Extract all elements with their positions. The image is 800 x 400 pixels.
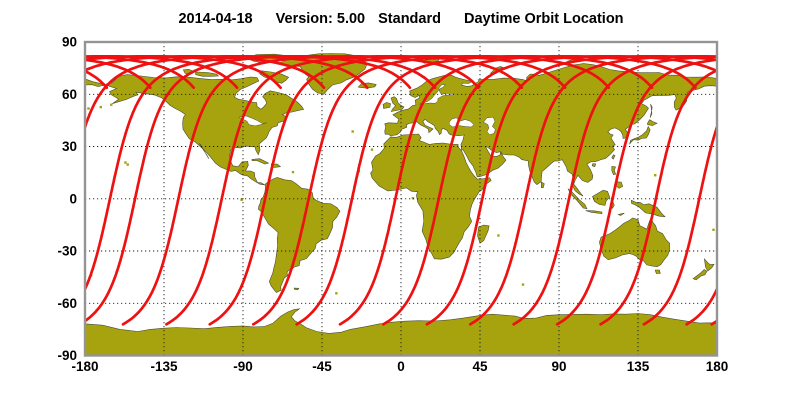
small-island-dot xyxy=(370,148,374,151)
orbit-track xyxy=(468,54,717,326)
orbit-track xyxy=(382,54,717,326)
land-java xyxy=(585,210,603,215)
orbit-track xyxy=(121,54,480,326)
orbit-tracks-layer xyxy=(0,54,800,326)
small-island-dot xyxy=(110,103,113,106)
orbit-track xyxy=(85,54,437,323)
orbit-track xyxy=(642,122,717,326)
small-island-dot xyxy=(521,283,525,286)
orbit-track xyxy=(710,319,717,326)
y-tick-label: -30 xyxy=(57,244,77,259)
y-tick-label: -90 xyxy=(57,348,77,363)
small-island-dot xyxy=(99,105,102,109)
land-sri-lanka xyxy=(541,181,545,189)
land-north-america xyxy=(105,74,305,186)
land-taiwan xyxy=(611,154,616,160)
orbit-track xyxy=(165,54,524,326)
small-island-dot xyxy=(87,107,90,110)
title-version: Version: 5.00 xyxy=(275,11,366,27)
land-nz-north-island xyxy=(703,258,715,272)
land-japan-honshu xyxy=(629,125,651,145)
small-island-dot xyxy=(351,130,354,133)
x-tick-label: 135 xyxy=(627,359,650,374)
land-sakhalin xyxy=(649,104,653,118)
orbit-track xyxy=(555,58,717,326)
land-borneo xyxy=(592,189,611,206)
land-falklands xyxy=(293,287,300,291)
x-tick-label: 90 xyxy=(551,359,566,374)
orbit-track xyxy=(338,54,697,326)
land-nz-south-island xyxy=(692,269,708,281)
orbit-track xyxy=(512,55,717,326)
small-island-dot xyxy=(124,161,127,164)
orbit-track xyxy=(425,54,717,326)
lake-black-sea xyxy=(449,117,475,128)
small-island-dot xyxy=(291,170,295,174)
orbit-track xyxy=(0,56,20,324)
orbit-track xyxy=(599,68,717,326)
land-tasmania xyxy=(654,269,661,274)
x-tick-label: 180 xyxy=(706,359,729,374)
y-tick-label: -60 xyxy=(57,296,77,311)
small-island-dot xyxy=(126,163,129,166)
title-date: 2014-04-18 xyxy=(178,11,253,27)
y-tick-label: 30 xyxy=(62,139,77,154)
orbit-track xyxy=(251,54,611,326)
land-new-guinea xyxy=(630,199,666,218)
small-island-dot xyxy=(240,198,243,201)
land-australia xyxy=(599,216,670,268)
x-tick-label: -135 xyxy=(150,359,178,374)
land-hainan xyxy=(591,163,597,168)
land-baja-california xyxy=(199,143,210,159)
small-island-dot xyxy=(712,228,715,231)
x-tick-label: -180 xyxy=(71,359,98,374)
land-luzon xyxy=(611,166,617,176)
x-tick-label: 45 xyxy=(472,359,488,374)
lake-baltic-sea xyxy=(419,83,455,105)
small-island-dot xyxy=(497,234,500,237)
land-africa xyxy=(370,133,492,260)
small-island-dot xyxy=(411,197,415,200)
title-plot-name: Daytime Orbit Location xyxy=(464,11,624,27)
land-eurasia xyxy=(384,63,717,197)
x-tick-label: -90 xyxy=(233,359,253,374)
plot-frame xyxy=(83,40,719,357)
y-tick-label: 90 xyxy=(62,35,77,50)
axis-labels: -180 -135 -90 -45 0 45 90 135 180 90 60 30 0 -30 -60 -9… xyxy=(57,35,728,375)
orbit-track xyxy=(85,54,326,90)
orbit-track xyxy=(85,54,369,132)
land-japan-hokkaido xyxy=(647,119,658,126)
land-victoria-island xyxy=(195,71,220,77)
y-tick-label: 0 xyxy=(69,191,77,206)
lake-caspian-sea xyxy=(483,116,496,135)
orbit-track xyxy=(208,54,567,326)
orbit-track xyxy=(755,56,800,324)
land-timor xyxy=(617,212,625,216)
title-mode: Standard xyxy=(378,11,441,27)
x-tick-label: 0 xyxy=(397,359,405,374)
land-south-america xyxy=(258,177,341,293)
lake-great-lakes xyxy=(238,115,267,127)
small-island-dot xyxy=(654,174,657,177)
y-tick-label: 60 xyxy=(62,87,77,102)
figure-title: 2014-04-18 Version: 5.00 Standard Daytim… xyxy=(0,11,800,27)
small-island-dot xyxy=(335,292,338,295)
land-cuba xyxy=(251,158,270,165)
orbit-track xyxy=(0,56,63,324)
x-tick-label: -45 xyxy=(312,359,332,374)
land-ireland xyxy=(382,102,391,109)
land-united-kingdom xyxy=(390,96,405,112)
orbit-track xyxy=(295,54,654,326)
